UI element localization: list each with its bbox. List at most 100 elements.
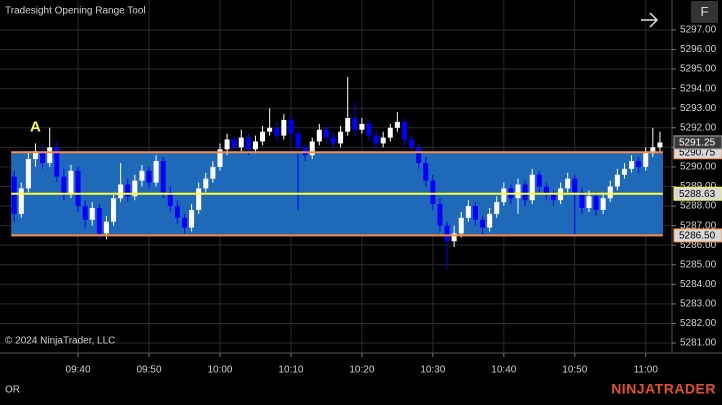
y-tick-label: 5282.00 — [680, 318, 717, 329]
candle-body — [125, 184, 131, 197]
candle-body — [600, 198, 606, 210]
candle-body — [54, 147, 60, 177]
y-tick-label: 5294.00 — [680, 83, 717, 94]
candle-body — [217, 149, 223, 167]
candle-body — [550, 194, 556, 201]
x-tick-label: 10:20 — [349, 365, 374, 376]
candle-body — [260, 131, 266, 142]
x-tick-label: 10:40 — [491, 365, 516, 376]
candle-body — [657, 142, 663, 148]
candle-body — [196, 188, 202, 210]
candle-body — [409, 139, 415, 148]
candle-body — [146, 170, 152, 183]
candle-body — [75, 170, 81, 207]
candle-body — [387, 127, 393, 138]
candle-body — [82, 206, 88, 220]
x-tick-label: 09:50 — [137, 365, 162, 376]
candle-body — [203, 178, 209, 189]
f-button[interactable] — [691, 1, 718, 23]
candle-body — [650, 147, 656, 154]
y-tick-label: 5287.00 — [680, 220, 717, 231]
candle-body — [25, 159, 31, 189]
x-tick-label: 10:30 — [420, 365, 445, 376]
candle-body — [224, 139, 230, 150]
candle-body — [231, 139, 237, 148]
candle-body — [579, 192, 585, 209]
candle-body — [394, 121, 400, 128]
candle-body — [153, 161, 159, 183]
candle-body — [295, 133, 301, 148]
candle-body — [430, 180, 436, 205]
y-tick-label: 5295.00 — [680, 64, 717, 75]
candle-body — [189, 209, 195, 228]
candle-body — [636, 161, 642, 167]
candle-body — [444, 225, 450, 242]
candle-body — [267, 127, 273, 132]
plot: A — [0, 0, 672, 353]
y-tick-label: 5281.00 — [680, 338, 717, 349]
candle-body — [32, 151, 38, 160]
candle-body — [607, 186, 613, 199]
y-tick-label: 5283.00 — [680, 299, 717, 310]
y-tick-label: 5293.00 — [680, 103, 717, 114]
candle-body — [373, 135, 379, 144]
footer-label: OR — [5, 385, 20, 396]
candle-body — [423, 162, 429, 181]
candle-body — [40, 151, 46, 163]
candle-body — [174, 206, 180, 218]
candle-body — [288, 119, 294, 134]
candle-body — [309, 141, 315, 156]
x-tick-label: 09:40 — [66, 365, 91, 376]
candle-body — [366, 123, 372, 136]
price-marker — [673, 228, 722, 243]
candle-body — [437, 204, 443, 226]
y-tick-label: 5296.00 — [680, 44, 717, 55]
candle-body — [359, 123, 365, 130]
candle-body — [316, 129, 322, 142]
candle-body — [643, 153, 649, 167]
candle-body — [487, 213, 493, 228]
candle-body — [323, 129, 329, 138]
candle-body — [139, 170, 145, 181]
candle-body — [118, 184, 124, 199]
candle-body — [451, 233, 457, 242]
candle-body — [345, 117, 351, 132]
candle-body — [61, 176, 67, 195]
f-button-label[interactable]: F — [701, 4, 709, 19]
candle-body — [565, 178, 571, 189]
candle-body — [416, 147, 422, 163]
arrow-head — [649, 12, 659, 28]
copyright: © 2024 NinjaTrader, LLC — [5, 336, 115, 347]
price-marker-label: 5291.25 — [679, 138, 716, 149]
candle-body — [96, 208, 102, 234]
price-marker — [673, 186, 722, 201]
y-tick-label: 5285.00 — [680, 259, 717, 270]
candle-body — [245, 137, 251, 150]
collapse-arrow[interactable] — [641, 12, 659, 28]
candle-body — [629, 161, 635, 169]
candle-body — [501, 188, 507, 203]
candle-body — [593, 196, 599, 210]
candle-body — [11, 176, 17, 214]
y-tick-label: 5289.00 — [680, 181, 717, 192]
x-tick-label: 11:00 — [634, 365, 659, 376]
y-tick-label: 5284.00 — [680, 279, 717, 290]
candle-body — [536, 174, 542, 187]
price-marker — [673, 135, 722, 150]
x-tick-label: 10:10 — [278, 365, 303, 376]
candle-body — [132, 180, 138, 197]
candle-body — [338, 131, 344, 144]
candle-body — [89, 208, 95, 220]
candle-body — [614, 174, 620, 187]
candle-body — [472, 206, 478, 220]
y-tick-label: 5297.00 — [680, 25, 717, 36]
candle-body — [380, 137, 386, 144]
candle-body — [522, 184, 528, 201]
candle-body — [18, 188, 24, 214]
candle-body — [103, 221, 109, 234]
candle-body — [68, 170, 74, 195]
candle-body — [515, 184, 521, 199]
candle-body — [572, 178, 578, 193]
